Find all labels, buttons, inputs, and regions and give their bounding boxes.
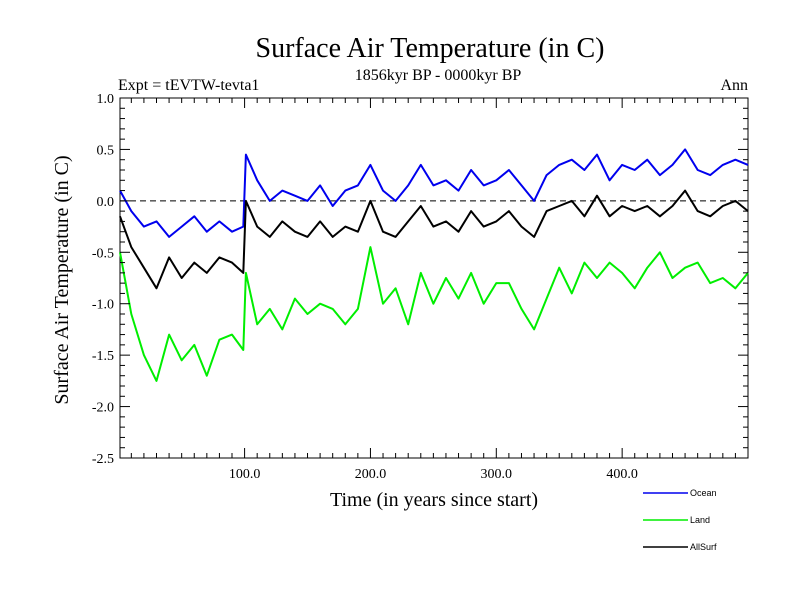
series-line-ocean bbox=[119, 148, 749, 238]
legend-label-allsurf: AllSurf bbox=[690, 542, 717, 552]
plot-frame bbox=[119, 97, 749, 459]
y-tick-label: -0.5 bbox=[92, 246, 114, 261]
period-label: 1856kyr BP - 0000kyr BP bbox=[355, 67, 522, 84]
y-tick-label: -1.0 bbox=[92, 298, 114, 313]
chart-title: Surface Air Temperature (in C) bbox=[256, 33, 605, 64]
x-tick-label: 300.0 bbox=[481, 467, 513, 482]
x-tick-label: 100.0 bbox=[229, 467, 261, 482]
y-tick-label: -1.5 bbox=[92, 349, 114, 364]
legend-label-land: Land bbox=[690, 515, 710, 525]
y-tick-label: 0.0 bbox=[97, 195, 115, 210]
experiment-label: Expt = tEVTW-tevta1 bbox=[118, 77, 259, 94]
x-tick-label: 200.0 bbox=[355, 467, 387, 482]
x-axis-label: Time (in years since start) bbox=[330, 489, 538, 511]
legend-label-ocean: Ocean bbox=[690, 488, 717, 498]
y-tick-label: -2.5 bbox=[92, 452, 114, 467]
series-line-allsurf bbox=[119, 189, 749, 290]
y-tick-label: -2.0 bbox=[92, 401, 114, 416]
y-axis-label: Surface Air Temperature (in C) bbox=[51, 155, 73, 404]
y-tick-label: 1.0 bbox=[97, 92, 115, 107]
y-tick-label: 0.5 bbox=[97, 143, 115, 158]
season-label: Ann bbox=[720, 77, 748, 94]
series-line-land bbox=[119, 246, 749, 382]
x-tick-label: 400.0 bbox=[606, 467, 638, 482]
